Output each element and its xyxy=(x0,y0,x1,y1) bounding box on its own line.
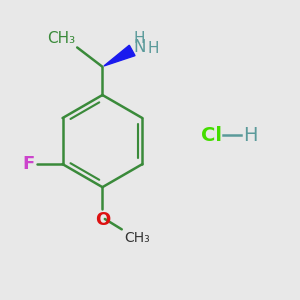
Text: CH₃: CH₃ xyxy=(124,231,150,245)
Text: N: N xyxy=(133,38,146,56)
Text: Cl: Cl xyxy=(200,126,221,145)
Text: H: H xyxy=(148,41,159,56)
Text: F: F xyxy=(23,155,35,173)
Text: H: H xyxy=(244,126,258,145)
Text: O: O xyxy=(95,211,110,229)
Text: CH₃: CH₃ xyxy=(47,31,75,46)
Polygon shape xyxy=(104,45,135,66)
Text: H: H xyxy=(134,31,145,46)
